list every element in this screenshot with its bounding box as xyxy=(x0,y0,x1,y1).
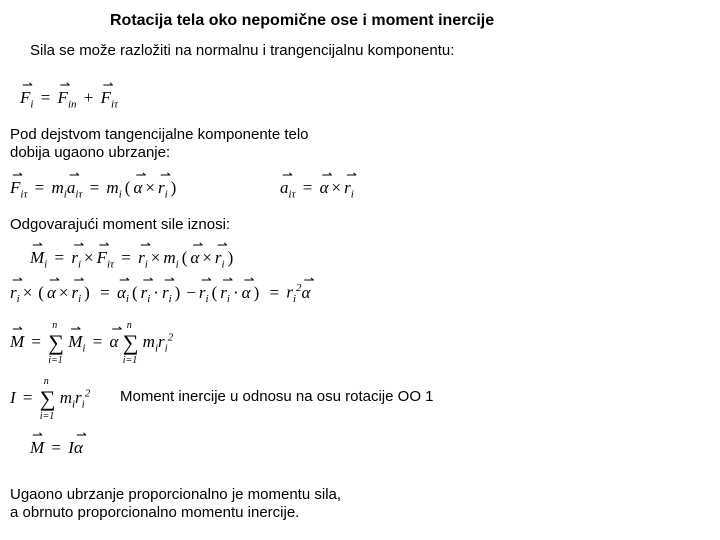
paragraph-5a: Ugaono ubrzanje proporcionalno je moment… xyxy=(10,486,341,503)
paragraph-3: Odgovarajući moment sile iznosi: xyxy=(10,216,230,233)
formula-moment-2: ri×(α×ri) = αi(ri·ri)−ri(ri·α) = ri2α xyxy=(10,282,310,305)
paragraph-5b: a obrnuto proporcionalno momentu inercij… xyxy=(10,504,299,521)
formula-tangential-accel: aiτ = α×ri xyxy=(280,178,354,200)
formula-final: M = Iα xyxy=(30,438,83,458)
page-title: Rotacija tela oko nepomične ose i moment… xyxy=(110,12,494,30)
formula-tangential-force: Fiτ = miaiτ = mi(α×ri) xyxy=(10,178,179,200)
formula-inertia: I = ∑ni=1 miri2 xyxy=(10,386,90,412)
formula-moment-1: Mi = ri×Fiτ = ri×mi(α×ri) xyxy=(30,248,236,270)
formula-force-decomp: Fi = Fin + Fiτ xyxy=(20,88,118,110)
paragraph-1: Sila se može razložiti na normalnu i tra… xyxy=(30,42,454,59)
formula-total-moment: M = ∑ni=1 Mi = α ∑ni=1 miri2 xyxy=(10,330,173,356)
paragraph-2b: dobija ugaono ubrzanje: xyxy=(10,144,170,161)
paragraph-4: Moment inercije u odnosu na osu rotacije… xyxy=(120,388,434,405)
paragraph-2a: Pod dejstvom tangencijalne komponente te… xyxy=(10,126,309,143)
